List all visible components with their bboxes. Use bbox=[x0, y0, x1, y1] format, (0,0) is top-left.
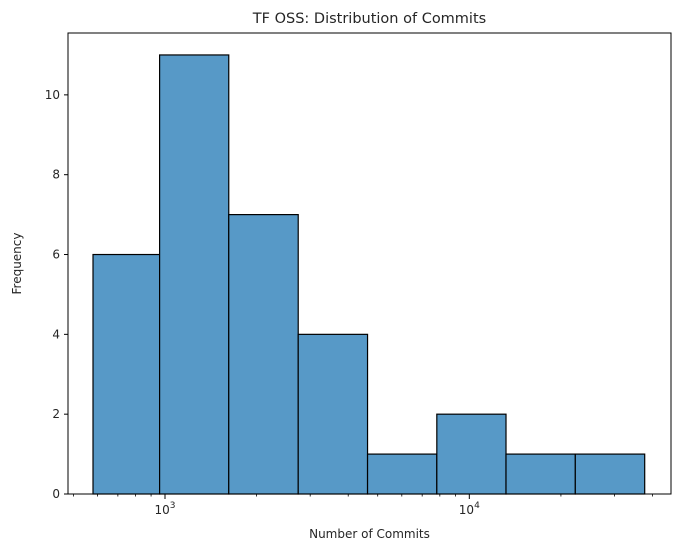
y-tick-label: 4 bbox=[52, 327, 60, 341]
plot-frame bbox=[67, 32, 672, 495]
histogram-bar-4 bbox=[297, 333, 369, 495]
y-axis-label: Frequency bbox=[10, 233, 24, 295]
histogram-bar-2 bbox=[159, 54, 230, 495]
histogram-bar-3 bbox=[228, 214, 299, 495]
chart-title: TF OSS: Distribution of Commits bbox=[252, 11, 486, 27]
histogram-bar-5 bbox=[366, 453, 438, 495]
y-tick-label: 0 bbox=[52, 487, 60, 501]
histogram-bar-6 bbox=[436, 413, 507, 495]
histogram-bar-8 bbox=[574, 453, 646, 495]
x-tick-label: 103 bbox=[154, 501, 175, 517]
histogram-bar-7 bbox=[505, 453, 576, 495]
x-tick-label: 104 bbox=[459, 501, 480, 517]
y-tick-label: 8 bbox=[52, 168, 60, 182]
y-axis-ticks: 0 2 4 6 8 10 bbox=[45, 88, 68, 501]
x-axis-ticks: 103 104 bbox=[72, 494, 653, 517]
x-axis-label: Number of Commits bbox=[309, 527, 430, 541]
histogram-bar-1 bbox=[92, 253, 161, 495]
bars-group bbox=[92, 54, 646, 495]
y-tick-label: 2 bbox=[52, 407, 60, 421]
y-tick-label: 6 bbox=[52, 248, 60, 262]
y-tick-label: 10 bbox=[45, 88, 60, 102]
